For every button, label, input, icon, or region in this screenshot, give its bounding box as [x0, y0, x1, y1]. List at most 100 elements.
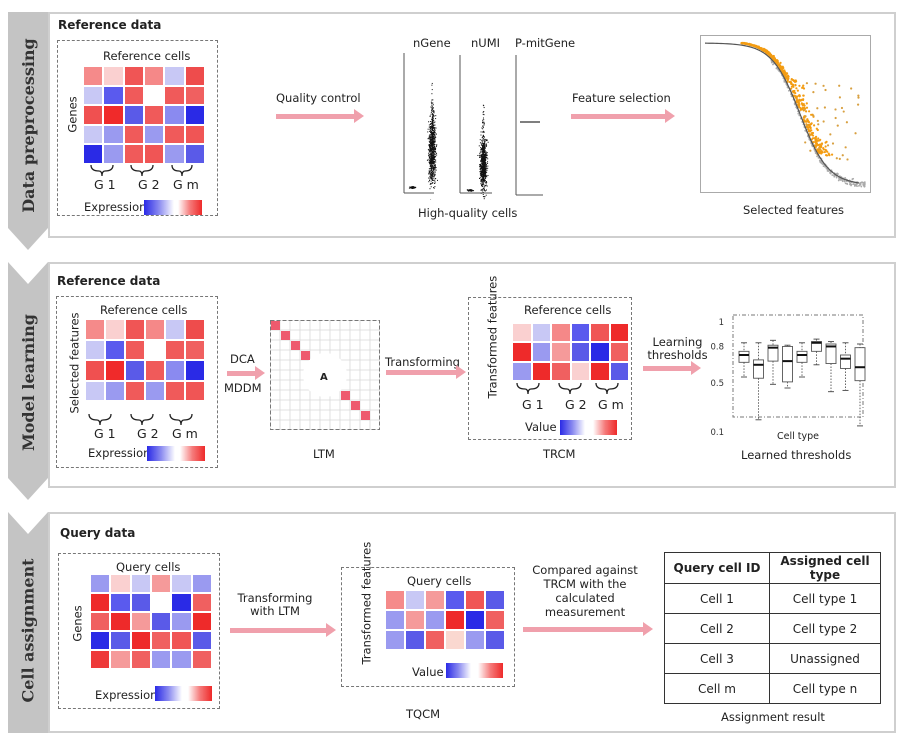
- heatmap-cell: [86, 341, 104, 360]
- box: [768, 340, 778, 384]
- qc-point-cloud: [467, 189, 474, 192]
- feature-point: [835, 117, 837, 119]
- feature-point: [855, 185, 857, 187]
- feature-point: [812, 132, 814, 134]
- heatmap-cell: [446, 611, 464, 629]
- feature-point: [801, 102, 803, 104]
- qc-point: [431, 154, 432, 155]
- qc-point: [432, 127, 433, 128]
- brace-icon: [91, 165, 113, 176]
- group-label: G 2: [137, 426, 159, 441]
- cell-type: Cell type n: [770, 674, 881, 704]
- qc-point: [430, 139, 431, 140]
- qc-point: [482, 163, 483, 164]
- qc-point: [436, 146, 437, 147]
- qc-point: [483, 135, 484, 136]
- qc-point: [430, 121, 431, 122]
- feature-point: [864, 186, 866, 188]
- box-iqr: [783, 346, 793, 381]
- qc-point: [433, 157, 434, 158]
- feature-point: [787, 78, 789, 80]
- group-label: G 1: [94, 177, 116, 192]
- feature-point: [846, 158, 848, 160]
- qc-point: [433, 149, 434, 150]
- qc-point: [432, 111, 433, 112]
- qc-point: [481, 166, 482, 167]
- qc-point: [433, 155, 434, 156]
- feature-point: [782, 70, 784, 72]
- cell-type: Unassigned: [770, 644, 881, 674]
- feature-point: [822, 85, 824, 87]
- feature-point: [767, 53, 769, 55]
- qc-point: [433, 163, 434, 164]
- qc-point: [485, 178, 486, 179]
- feature-point: [794, 92, 796, 94]
- qc-point: [434, 111, 435, 112]
- qc-violin-plots: [400, 50, 560, 200]
- qc-point: [431, 141, 432, 142]
- qc-point: [432, 113, 433, 114]
- qc-point: [487, 163, 488, 164]
- qc-point: [412, 187, 413, 188]
- qc-point: [483, 132, 484, 133]
- qc-point: [431, 181, 432, 182]
- qc-point: [486, 182, 487, 183]
- heatmap-cell: [591, 324, 609, 341]
- qc-point: [415, 187, 416, 188]
- qc-point: [435, 152, 436, 153]
- heatmap-cell: [533, 363, 551, 380]
- qc-point: [483, 157, 484, 158]
- box-iqr: [841, 355, 851, 368]
- step-label-quality-control: Quality control: [276, 91, 361, 105]
- feature-point: [813, 124, 815, 126]
- heatmap-row-label: Transformed features: [361, 585, 374, 665]
- qc-point: [433, 178, 434, 179]
- feature-point: [779, 62, 781, 64]
- qc-point: [429, 116, 430, 117]
- qc-point: [483, 148, 484, 149]
- feature-point: [823, 120, 825, 122]
- qc-point: [477, 155, 478, 156]
- qc-point: [430, 141, 431, 142]
- qc-point: [431, 133, 432, 134]
- qc-point: [432, 124, 433, 125]
- heatmap-cell: [172, 632, 190, 649]
- qc-point: [430, 163, 431, 164]
- heatmap-cell: [86, 382, 104, 401]
- legend-gradient-high: [180, 446, 205, 461]
- reference-heatmap: [86, 320, 204, 400]
- qc-point: [482, 183, 483, 184]
- feature-point: [742, 42, 744, 44]
- cell-id: Cell m: [665, 674, 770, 704]
- qc-point: [431, 93, 432, 94]
- feature-point: [816, 107, 818, 109]
- panel-title: Reference data: [58, 18, 161, 32]
- qc-point: [434, 186, 435, 187]
- heatmap-cell: [146, 361, 164, 380]
- qc-point: [437, 180, 438, 181]
- heatmap-cell: [125, 126, 143, 144]
- heatmap-cell: [591, 343, 609, 360]
- qc-point: [482, 126, 483, 127]
- qc-point: [485, 169, 486, 170]
- feature-point: [819, 161, 821, 163]
- feature-point: [803, 109, 805, 111]
- heatmap-cell: [172, 575, 190, 592]
- feature-point: [825, 145, 827, 147]
- qc-point: [434, 112, 435, 113]
- group-label: G m: [598, 397, 624, 412]
- qc-point: [433, 150, 434, 151]
- qc-point: [432, 118, 433, 119]
- qc-point: [430, 175, 431, 176]
- feature-point: [791, 78, 793, 80]
- qc-point: [486, 181, 487, 182]
- brace-icon: [170, 414, 192, 425]
- qc-point: [480, 151, 481, 152]
- qc-point: [432, 173, 433, 174]
- heatmap-cell: [146, 320, 164, 339]
- legend-gradient-high: [188, 686, 212, 701]
- qc-point: [432, 106, 433, 107]
- qc-point: [436, 145, 437, 146]
- heatmap-cell: [152, 632, 170, 649]
- qc-point: [432, 122, 433, 123]
